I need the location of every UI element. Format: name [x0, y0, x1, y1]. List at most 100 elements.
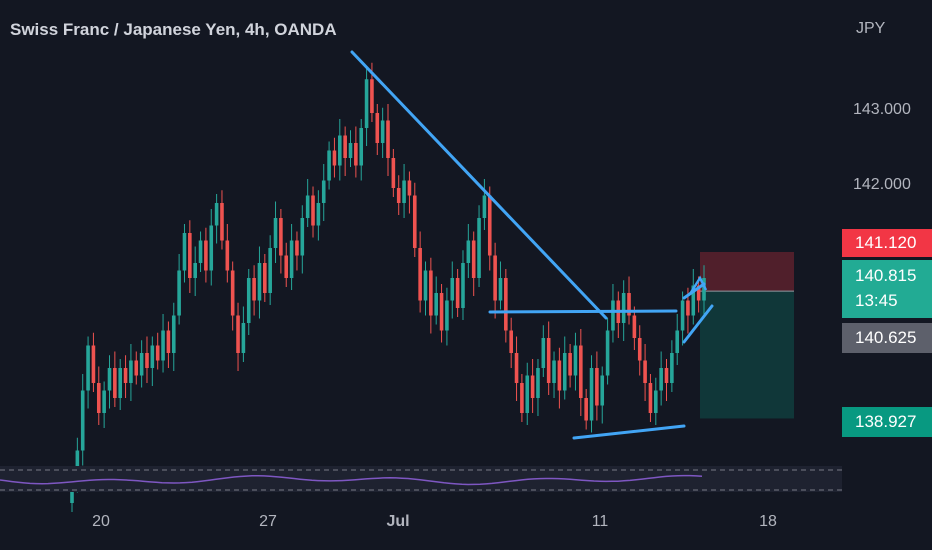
candle-body — [455, 278, 460, 308]
candle-body — [354, 143, 358, 166]
neckline-resistance — [488, 309, 678, 314]
candle-body — [321, 180, 326, 203]
candle-body — [134, 360, 139, 376]
candle-body — [96, 383, 101, 413]
bar-countdown-timer: 13:45 — [855, 291, 898, 310]
rsi-pane-background — [0, 466, 842, 492]
time-tick-20: 20 — [92, 513, 110, 530]
candle-body — [316, 203, 321, 226]
short-position-risk-zone — [700, 252, 794, 292]
entry-price-badge: 140.625 — [842, 323, 932, 353]
last-price-badge: 140.815 13:45 — [842, 260, 932, 318]
candle-body — [305, 195, 310, 218]
time-tick-11: 11 — [591, 513, 609, 530]
price-tick-143: 143.000 — [853, 101, 911, 118]
stop-loss-price-badge: 141.120 — [842, 229, 932, 257]
candle-body — [557, 360, 562, 391]
candle-body — [504, 278, 508, 331]
candle-body — [445, 300, 449, 331]
candle-body — [477, 218, 481, 278]
flag-arrow — [688, 275, 708, 295]
candle-body — [337, 135, 342, 166]
candle-body — [145, 353, 149, 368]
short-position-reward-zone — [700, 291, 794, 419]
candle-body — [230, 270, 235, 316]
candle-body — [487, 195, 492, 256]
candle-body — [686, 300, 690, 316]
candle-body — [418, 248, 422, 301]
candle-body — [429, 270, 433, 316]
chart-title: Swiss Franc / Japanese Yen, 4h, OANDA — [10, 20, 337, 39]
candle-body — [225, 240, 230, 271]
candle-body — [284, 255, 289, 278]
candle-body — [493, 255, 497, 301]
candle-body — [86, 345, 90, 391]
candle-body — [691, 285, 696, 316]
candle-body — [300, 218, 305, 256]
candle-body — [268, 248, 272, 293]
candle-body — [621, 293, 626, 323]
candle-body — [643, 360, 647, 383]
candle-body — [370, 79, 374, 113]
candle-body — [113, 368, 117, 398]
candle-body — [653, 390, 658, 413]
candle-body — [166, 330, 171, 353]
candle-body — [279, 218, 283, 256]
candle-body — [311, 195, 315, 226]
candle-body — [514, 353, 519, 383]
candle-body — [541, 338, 546, 368]
rsi-line — [0, 474, 703, 486]
candle-body — [680, 300, 685, 331]
candle-body — [150, 345, 155, 368]
candle-body — [520, 383, 524, 413]
candle-body — [107, 368, 112, 391]
candle-body — [161, 330, 165, 361]
candle-body — [471, 240, 476, 278]
candle-body — [648, 383, 653, 413]
candle-body — [423, 270, 428, 301]
candle-body — [482, 195, 487, 218]
candle-body — [509, 330, 513, 353]
candle-body — [246, 278, 251, 323]
candle-body — [252, 278, 256, 301]
time-tick-18: 18 — [759, 513, 777, 530]
candle-body — [289, 240, 294, 278]
candle-body — [171, 315, 176, 353]
candle-body — [412, 195, 417, 248]
candle-body — [241, 323, 246, 353]
candle-body — [434, 293, 439, 316]
candle-body — [198, 240, 203, 263]
candle-body — [396, 188, 401, 203]
candle-body — [295, 240, 299, 256]
support-trendline — [572, 424, 686, 440]
candle-body — [466, 240, 471, 263]
candle-body — [80, 390, 85, 451]
candle-body — [155, 345, 160, 361]
candle-body — [123, 368, 128, 383]
price-tick-142: 142.000 — [853, 176, 911, 193]
candle-body — [129, 360, 133, 383]
candle-body — [675, 330, 680, 353]
candle-body — [450, 278, 455, 301]
candle-body — [627, 293, 631, 316]
candle-body — [407, 180, 412, 196]
candle-body — [552, 360, 556, 383]
last-price-value: 140.815 — [855, 266, 917, 285]
flag-lower-line — [682, 304, 714, 344]
time-tick-27: 27 — [259, 513, 277, 530]
candle-body — [118, 368, 123, 398]
candle-body — [177, 270, 181, 316]
candle-body — [188, 233, 192, 278]
descending-trendline — [350, 50, 608, 320]
candle-body — [327, 150, 331, 181]
candle-body — [359, 128, 364, 166]
candle-body — [584, 398, 588, 421]
candle-body — [204, 240, 208, 271]
candle-body — [579, 345, 583, 398]
time-tick-jul: Jul — [386, 513, 410, 530]
candle-body — [439, 293, 444, 331]
candle-body — [214, 203, 219, 226]
candle-body — [220, 203, 224, 241]
candle-body — [364, 79, 369, 128]
